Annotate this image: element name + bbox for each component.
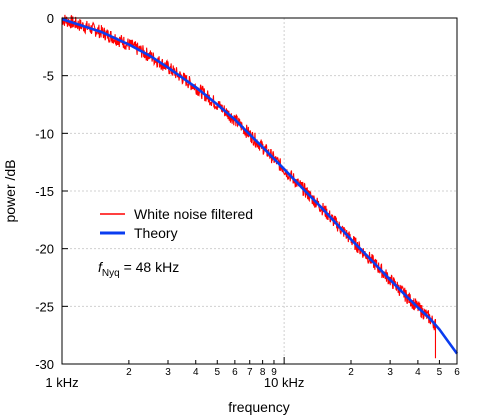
x-minor-tick-label: 5 — [214, 367, 220, 378]
x-major-tick-label: 10 kHz — [264, 375, 304, 390]
series-theory — [61, 17, 459, 355]
x-minor-tick-label: 2 — [126, 367, 132, 378]
y-tick-label: -15 — [35, 184, 54, 199]
x-minor-tick-label: 3 — [387, 367, 393, 378]
nyquist-value: = 48 kHz — [120, 259, 180, 275]
x-minor-tick-label: 5 — [437, 367, 443, 378]
x-minor-tick-label: 7 — [247, 367, 253, 378]
x-minor-tick-label: 6 — [232, 367, 238, 378]
x-minor-tick-label: 6 — [454, 367, 460, 378]
x-minor-tick-label: 2 — [348, 367, 354, 378]
nyquist-subscript: Nyq — [102, 268, 120, 279]
x-minor-tick-label: 4 — [415, 367, 421, 378]
x-minor-tick-label: 8 — [260, 367, 266, 378]
y-tick-label: -10 — [35, 126, 54, 141]
y-tick-label: -20 — [35, 242, 54, 257]
plot-frame — [61, 17, 458, 365]
x-minor-tick-label: 3 — [165, 367, 171, 378]
legend-label-white-noise: White noise filtered — [134, 206, 253, 222]
legend-label-theory: Theory — [134, 225, 178, 241]
legend: White noise filtered Theory — [100, 206, 253, 241]
y-tick-label: -30 — [35, 357, 54, 372]
x-major-tick-label: 1 kHz — [45, 375, 78, 390]
y-tick-label: -5 — [42, 69, 54, 84]
x-axis-title: frequency — [228, 399, 289, 415]
nyquist-annotation: fNyq = 48 kHz — [98, 259, 179, 279]
y-tick-label: 0 — [47, 11, 54, 26]
grid-lines — [62, 18, 457, 364]
series-layer — [61, 14, 459, 359]
axis-ticks — [61, 17, 458, 365]
nyquist-symbol: f — [98, 259, 104, 275]
x-minor-tick-label: 4 — [193, 367, 199, 378]
y-axis-title: power /dB — [2, 159, 18, 222]
y-tick-label: -25 — [35, 299, 54, 314]
x-minor-tick-label: 9 — [271, 367, 277, 378]
